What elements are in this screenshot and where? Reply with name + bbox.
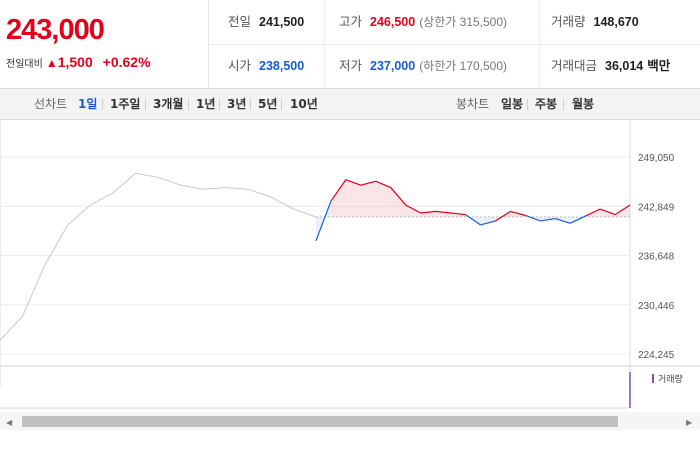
volume-panel [0, 372, 631, 409]
price-segment [450, 212, 466, 216]
price-segment [345, 179, 362, 186]
price-segment [435, 210, 451, 214]
horizontal-scrollbar: ◀ ▶ [0, 412, 700, 430]
trade-amount: 거래대금 36,014 백만 [539, 44, 670, 88]
price-change: 전일대비 ▲1,500 +0.62% [6, 54, 151, 70]
y-tick-label: 242,849 [638, 202, 675, 213]
price-segment [510, 210, 526, 216]
prev-close: 전일 241,500 [228, 15, 305, 29]
change-label: 전일대비 [6, 59, 43, 70]
price-segment [420, 210, 436, 214]
today-up-area [330, 179, 630, 221]
price-segment [555, 217, 571, 224]
volume: 거래량 148,670 [539, 0, 639, 44]
scroll-right-icon[interactable]: ▶ [686, 418, 693, 427]
candle-chart-label: 봉차트 [456, 97, 490, 111]
price-segment [540, 217, 556, 222]
open-price: 시가 238,500 [228, 59, 305, 73]
tab-monthly-candle[interactable]: 월봉 [572, 97, 595, 111]
price-segment [569, 215, 586, 224]
price-segment [465, 214, 481, 226]
stats-row: 시가 238,500 저가 237,000 (하한가 170,500) 거래대금 36,… [209, 44, 700, 88]
up-arrow-icon: ▲ [45, 56, 58, 70]
price-segment [584, 208, 601, 217]
line-chart-label: 선차트 [34, 97, 68, 111]
low-price: 저가 237,000 (하한가 170,500) [324, 44, 507, 88]
tab-5year[interactable]: 5년 [258, 97, 278, 111]
tab-3month[interactable]: 3개월 [153, 97, 184, 111]
change-percent: +0.62% [102, 54, 151, 70]
quote-header: 243,000 전일대비 ▲1,500 +0.62% 전일 241,500 고가 24… [0, 0, 700, 89]
price-segment [405, 204, 421, 214]
price-segment [360, 180, 376, 186]
volume-legend: 거래량 [658, 373, 683, 384]
price-chart: 249,050 242,849 236,648 230,446 224,245 거래량 … [0, 120, 700, 450]
y-tick-label: 249,050 [638, 153, 675, 164]
price-segment [495, 210, 511, 222]
change-value: 1,500 [57, 54, 93, 70]
tab-3year[interactable]: 3년 [227, 97, 247, 111]
price-segment [525, 214, 541, 222]
scroll-left-icon[interactable]: ◀ [6, 418, 13, 427]
price-segment [480, 220, 496, 226]
tab-daily-candle[interactable]: 일봉 [501, 97, 524, 111]
high-price: 고가 246,500 (상한가 315,500) [324, 0, 507, 44]
volume-legend-swatch [652, 374, 654, 383]
y-tick-label: 230,446 [638, 301, 675, 312]
tab-weekly-candle[interactable]: 주봉 [535, 97, 558, 111]
stats-row: 전일 241,500 고가 246,500 (상한가 315,500) 거래량 148,… [209, 0, 700, 45]
price-segment [599, 208, 616, 216]
price-segment [390, 187, 407, 206]
tab-1week[interactable]: 1주일 [110, 97, 141, 111]
price-segment [614, 204, 631, 216]
price-segment [375, 180, 391, 189]
price-box: 243,000 전일대비 ▲1,500 +0.62% [0, 0, 209, 88]
prev-day-price-line [0, 172, 317, 341]
chart-grid [0, 120, 700, 388]
y-tick-label: 236,648 [638, 252, 675, 263]
tab-1year[interactable]: 1년 [196, 97, 216, 111]
stats-table: 전일 241,500 고가 246,500 (상한가 315,500) 거래량 148,… [209, 0, 700, 88]
scrollbar-thumb[interactable] [22, 416, 618, 427]
y-tick-label: 224,245 [638, 350, 675, 361]
tab-1day[interactable]: 1일 [78, 97, 98, 111]
today-price-line [315, 179, 631, 241]
current-price: 243,000 [6, 14, 105, 46]
price-segment [330, 179, 347, 202]
chart-tabbar: 선차트 1일 1주일 3개월 1년 3년 5년 10년 봉차트 일봉 주봉 월봉 [0, 89, 700, 120]
y-axis-ticks: 249,050 242,849 236,648 230,446 224,245 [638, 153, 675, 361]
price-segment [315, 200, 332, 241]
tab-10year[interactable]: 10년 [290, 97, 318, 111]
